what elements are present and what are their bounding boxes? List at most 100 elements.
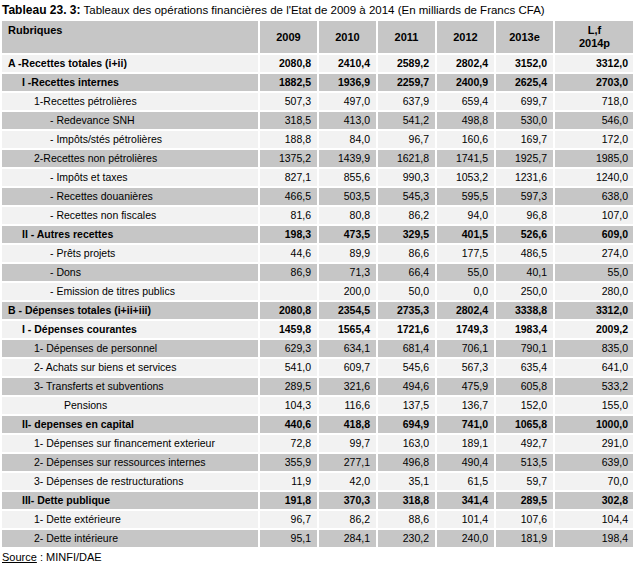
row-value: 1375,2: [260, 150, 317, 167]
row-value: 11,9: [260, 473, 317, 490]
row-value: 790,1: [496, 340, 553, 357]
source-note: Source : MINFI/DAE: [0, 549, 633, 563]
row-value: 160,6: [437, 131, 494, 148]
row-value: 1983,4: [496, 321, 553, 338]
row-value: 81,6: [260, 207, 317, 224]
table-row: 1- Dette extérieure96,786,288,6101,4107,…: [2, 511, 633, 528]
row-value: 1459,8: [260, 321, 317, 338]
row-value: 284,1: [319, 530, 376, 547]
row-value: 694,9: [378, 416, 435, 433]
row-value: 503,5: [319, 188, 376, 205]
row-label: - Emission de titres publics: [2, 283, 258, 300]
row-label: - Recettes non fiscales: [2, 207, 258, 224]
row-label: I - Dépenses courantes: [2, 321, 258, 338]
row-value: 302,8: [555, 492, 633, 509]
row-value: 318,5: [260, 112, 317, 129]
row-value: 2080,8: [260, 302, 317, 319]
row-value: 497,0: [319, 93, 376, 110]
row-value: 741,0: [437, 416, 494, 433]
row-value: 59,7: [496, 473, 553, 490]
row-value: 104,3: [260, 397, 317, 414]
table-row: - Recettes non fiscales81,680,886,294,09…: [2, 207, 633, 224]
row-value: 530,0: [496, 112, 553, 129]
row-value: 629,3: [260, 340, 317, 357]
table-body: A -Recettes totales (i+ii)2080,82410,425…: [2, 55, 633, 547]
row-value: 240,0: [437, 530, 494, 547]
table-row: 2- Achats sur biens et services541,0609,…: [2, 359, 633, 376]
row-value: 498,8: [437, 112, 494, 129]
finance-operations-table: Rubriques 2009 2010 2011 2012 2013e L,f …: [0, 19, 633, 549]
row-value: 639,0: [555, 454, 633, 471]
row-value: 172,0: [555, 131, 633, 148]
row-label: II - Autres recettes: [2, 226, 258, 243]
row-label: Pensions: [2, 397, 258, 414]
source-value: : MINFI/DAE: [37, 551, 102, 563]
row-value: [260, 283, 317, 300]
row-value: 107,0: [555, 207, 633, 224]
row-value: 318,8: [378, 492, 435, 509]
row-value: 990,3: [378, 169, 435, 186]
row-value: 641,0: [555, 359, 633, 376]
row-value: 2802,4: [437, 55, 494, 72]
row-value: 1621,8: [378, 150, 435, 167]
table-row: III- Dette publique191,8370,3318,8341,42…: [2, 492, 633, 509]
row-value: 370,3: [319, 492, 376, 509]
row-value: 827,1: [260, 169, 317, 186]
row-value: 198,4: [555, 530, 633, 547]
row-value: 181,9: [496, 530, 553, 547]
row-value: 490,4: [437, 454, 494, 471]
table-row: - Recettes douanières466,5503,5545,3595,…: [2, 188, 633, 205]
row-label: - Dons: [2, 264, 258, 281]
row-label: 1- Dépenses sur financement exterieur: [2, 435, 258, 452]
row-value: 55,0: [555, 264, 633, 281]
row-value: 136,7: [437, 397, 494, 414]
row-value: 96,7: [378, 131, 435, 148]
row-label: II- depenses en capital: [2, 416, 258, 433]
header-year-2009: 2009: [260, 21, 317, 53]
row-value: 86,2: [378, 207, 435, 224]
row-value: 440,6: [260, 416, 317, 433]
row-value: 94,0: [437, 207, 494, 224]
row-value: 116,6: [319, 397, 376, 414]
row-value: 681,4: [378, 340, 435, 357]
row-value: 88,6: [378, 511, 435, 528]
row-value: 545,6: [378, 359, 435, 376]
row-value: 835,0: [555, 340, 633, 357]
row-value: 2009,2: [555, 321, 633, 338]
row-value: 107,6: [496, 511, 553, 528]
row-value: 494,6: [378, 378, 435, 395]
table-row: 1- Dépenses sur financement exterieur72,…: [2, 435, 633, 452]
row-label: III- Dette publique: [2, 492, 258, 509]
header-year-2010: 2010: [319, 21, 376, 53]
table-title: Tableau 23. 3: Tableaux des opérations f…: [0, 0, 633, 19]
row-label: A -Recettes totales (i+ii): [2, 55, 258, 72]
row-value: 72,8: [260, 435, 317, 452]
row-label: 2- Achats sur biens et services: [2, 359, 258, 376]
row-value: 3312,0: [555, 302, 633, 319]
row-value: 169,7: [496, 131, 553, 148]
row-value: 104,4: [555, 511, 633, 528]
row-value: 96,8: [496, 207, 553, 224]
row-value: 541,0: [260, 359, 317, 376]
row-value: 277,1: [319, 454, 376, 471]
row-value: 101,4: [437, 511, 494, 528]
row-value: 1065,8: [496, 416, 553, 433]
table-row: Pensions104,3116,6137,5136,7152,0155,0: [2, 397, 633, 414]
row-value: 1721,6: [378, 321, 435, 338]
row-label: 2- Dette intérieure: [2, 530, 258, 547]
row-value: 0,0: [437, 283, 494, 300]
table-row: 3- Transferts et subventions289,5321,649…: [2, 378, 633, 395]
row-value: 66,4: [378, 264, 435, 281]
row-value: 1000,0: [555, 416, 633, 433]
row-value: 71,3: [319, 264, 376, 281]
row-label: I -Recettes internes: [2, 74, 258, 91]
row-value: 95,1: [260, 530, 317, 547]
row-value: 70,0: [555, 473, 633, 490]
row-value: 280,0: [555, 283, 633, 300]
row-value: 230,2: [378, 530, 435, 547]
table-row: I - Dépenses courantes1459,81565,41721,6…: [2, 321, 633, 338]
row-value: 718,0: [555, 93, 633, 110]
row-value: 35,1: [378, 473, 435, 490]
row-label: 3- Transferts et subventions: [2, 378, 258, 395]
row-value: 1565,4: [319, 321, 376, 338]
